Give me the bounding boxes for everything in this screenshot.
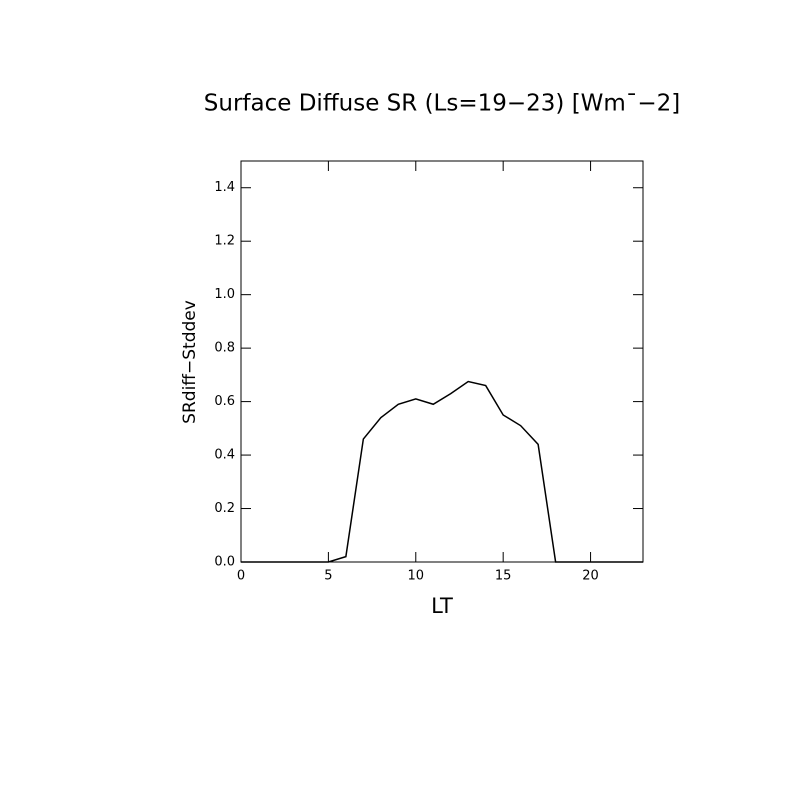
x-tick-label: 0 [237,569,245,584]
y-tick-label: 1.0 [214,287,235,302]
data-line [241,380,643,563]
y-tick-label: 0.8 [214,341,235,356]
x-axis-label: LT [431,594,453,618]
y-tick-label: 1.2 [214,234,235,249]
x-tick-label: 20 [582,569,599,584]
plot-frame [240,160,644,563]
y-tick-label: 0.4 [214,448,235,463]
y-tick-label: 0.0 [214,555,235,570]
y-tick-label: 0.2 [214,501,235,516]
y-tick-label: 1.4 [214,180,235,195]
y-axis-label: SRdiff−Stddev [180,300,200,424]
chart-title: Surface Diffuse SR (Ls=19−23) [Wm¯−2] [204,91,680,117]
x-tick-label: 15 [495,569,512,584]
x-tick-label: 5 [324,569,332,584]
x-tick-label: 10 [408,569,425,584]
y-tick-label: 0.6 [214,394,235,409]
